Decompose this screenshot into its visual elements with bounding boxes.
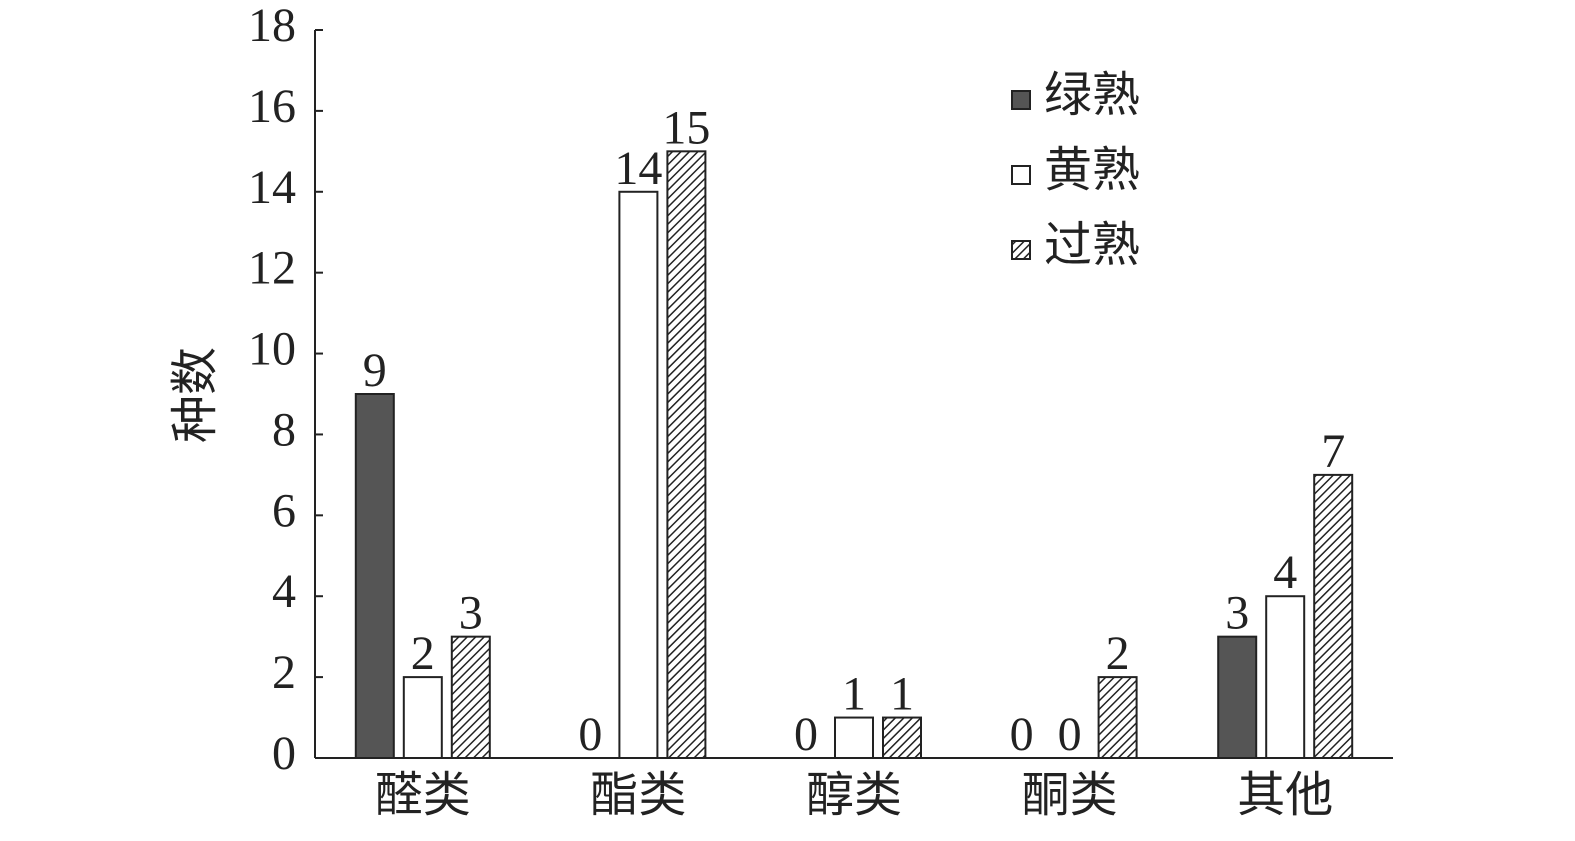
data-label: 9 [363,344,387,397]
data-label: 2 [1106,627,1130,680]
y-tick-label: 0 [272,727,296,780]
x-tick-label: 醇类 [806,769,902,822]
legend-label: 黄熟 [1044,144,1140,197]
x-tick-label: 酯类 [590,769,686,822]
bar [666,150,707,760]
data-label: 0 [1058,708,1082,761]
x-tick-label: 酮类 [1022,769,1118,822]
y-tick-label: 14 [248,161,296,214]
data-label: 1 [842,668,866,721]
legend-swatch [1011,90,1031,110]
bar [354,393,395,759]
data-label: 4 [1273,546,1297,599]
legend-swatch [1011,165,1031,185]
bar [834,716,874,759]
legend-label: 过熟 [1044,219,1140,272]
y-tick-label: 4 [272,565,296,618]
y-tick-label: 8 [272,403,296,456]
data-label: 3 [1225,587,1249,640]
data-label: 14 [614,142,662,195]
y-axis-label: 种数 [169,347,222,443]
data-label: 15 [662,101,710,154]
x-tick-label: 醛类 [375,769,471,822]
data-label: 3 [459,587,483,640]
data-label: 7 [1321,425,1345,478]
y-tick-label: 18 [248,0,296,52]
data-label: 0 [794,708,818,761]
legend-label: 绿熟 [1044,69,1140,122]
data-label: 2 [411,627,435,680]
y-tick-label: 10 [248,323,296,376]
bar [1217,635,1258,760]
y-tick-label: 12 [248,242,296,295]
bar [1313,473,1354,759]
bar [882,716,922,759]
data-label: 0 [578,708,602,761]
bar [402,676,443,759]
y-tick-label: 16 [248,80,296,133]
y-tick-label: 6 [272,484,296,537]
bar [1265,595,1306,759]
bar [450,635,491,760]
data-label: 0 [1010,708,1034,761]
y-tick-label: 2 [272,646,296,699]
bar [1097,676,1138,759]
data-label: 1 [890,668,914,721]
x-tick-label: 其他 [1237,769,1333,822]
legend-swatch [1011,240,1031,260]
bar [618,190,659,759]
